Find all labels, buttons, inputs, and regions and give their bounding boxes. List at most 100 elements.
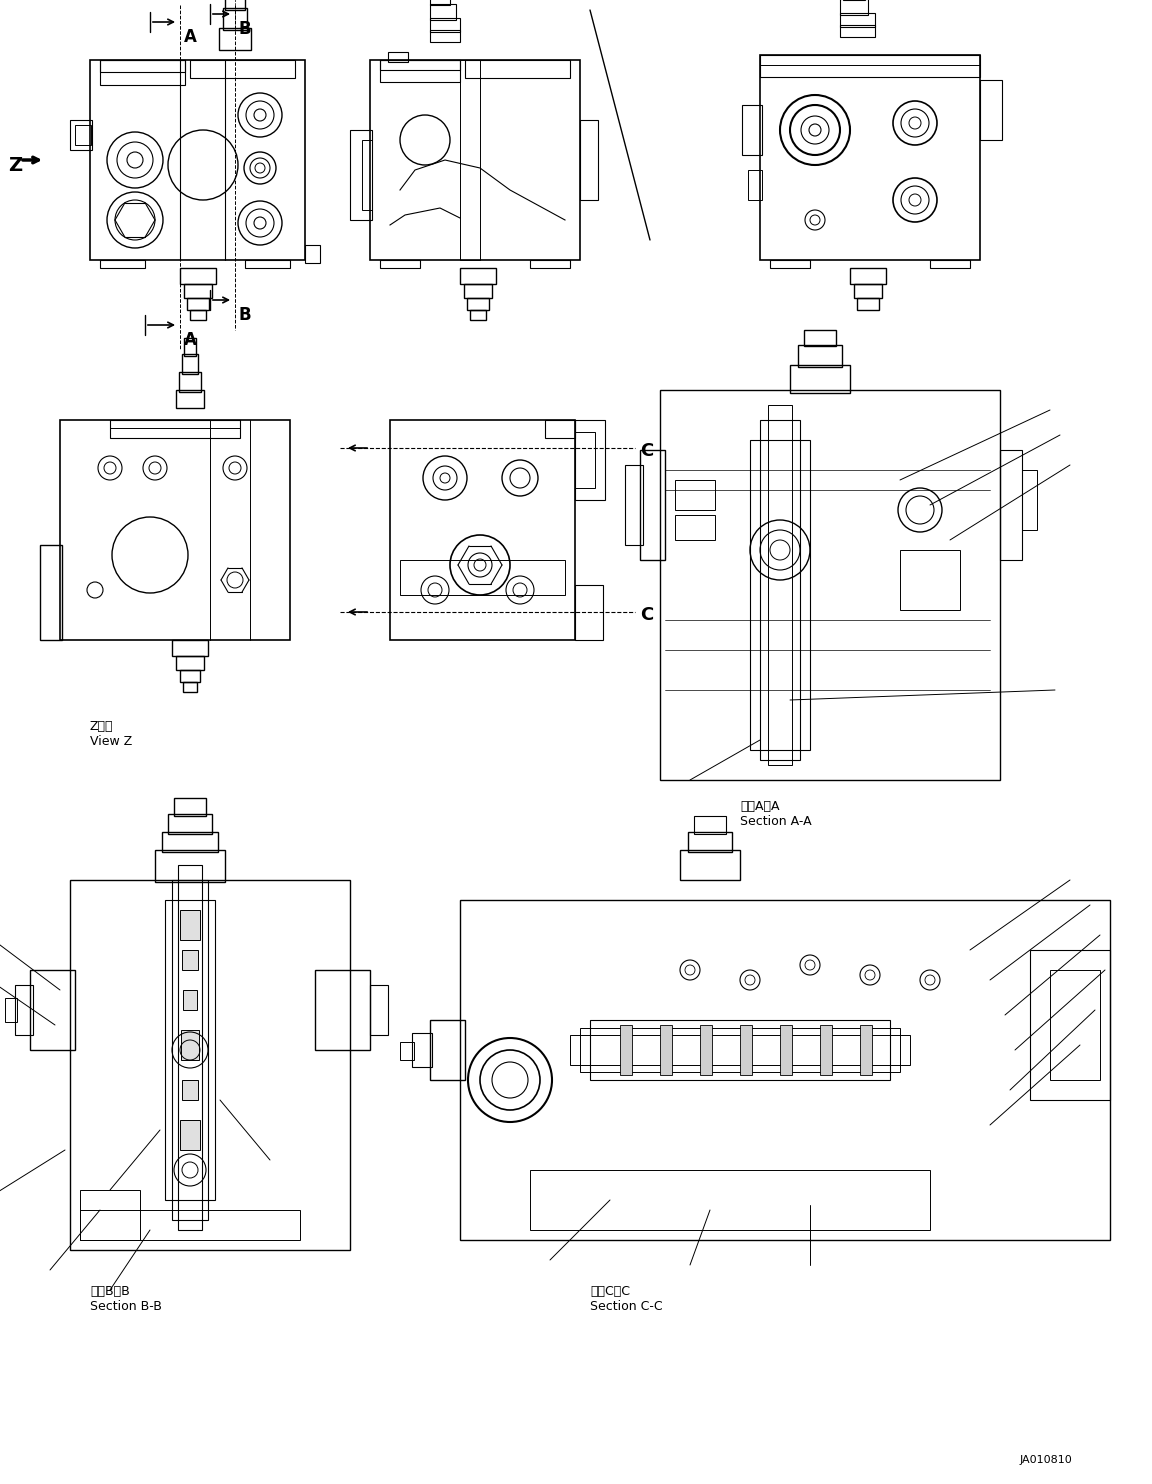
Bar xyxy=(790,365,850,393)
Bar xyxy=(400,559,564,595)
Bar xyxy=(245,260,290,269)
Bar xyxy=(464,283,492,298)
Bar xyxy=(172,880,209,1220)
Bar xyxy=(530,260,570,269)
Bar xyxy=(857,298,879,310)
Text: 断面C－C: 断面C－C xyxy=(590,1285,630,1298)
Bar xyxy=(575,432,594,488)
Bar xyxy=(183,990,197,1011)
Text: 断面A－A: 断面A－A xyxy=(740,800,780,813)
Bar xyxy=(60,420,290,640)
Bar xyxy=(182,1080,198,1100)
Bar xyxy=(675,479,715,510)
Bar xyxy=(1030,950,1111,1100)
Bar xyxy=(180,269,217,283)
Bar xyxy=(430,4,456,19)
Bar xyxy=(100,59,185,73)
Bar xyxy=(575,585,602,640)
Bar xyxy=(1049,971,1100,1080)
Bar xyxy=(156,850,225,881)
Bar xyxy=(760,55,980,77)
Text: A: A xyxy=(184,28,197,46)
Bar xyxy=(840,25,876,37)
Bar xyxy=(530,1169,930,1230)
Bar xyxy=(590,1020,890,1080)
Bar xyxy=(30,971,75,1051)
Bar xyxy=(620,1025,632,1074)
Bar xyxy=(579,1028,900,1071)
Bar xyxy=(740,1025,752,1074)
Bar xyxy=(350,131,372,220)
Bar xyxy=(820,1025,832,1074)
Bar xyxy=(850,269,886,283)
Bar xyxy=(575,420,605,500)
Bar xyxy=(694,816,726,834)
Bar xyxy=(391,420,575,640)
Bar xyxy=(430,30,460,42)
Bar xyxy=(1022,470,1037,530)
Bar xyxy=(5,999,17,1022)
Bar xyxy=(180,910,200,939)
Text: B: B xyxy=(238,19,251,39)
Bar xyxy=(700,1025,712,1074)
Text: Z: Z xyxy=(8,156,22,175)
Bar xyxy=(804,329,836,346)
Text: JA010810: JA010810 xyxy=(1020,1454,1073,1465)
Bar xyxy=(430,1020,465,1080)
Text: Z　視: Z 視 xyxy=(90,720,114,733)
Bar xyxy=(798,344,842,367)
Text: View Z: View Z xyxy=(90,735,132,748)
Bar xyxy=(980,80,1002,139)
Bar xyxy=(176,390,204,408)
Bar xyxy=(109,420,240,427)
Bar xyxy=(675,515,715,540)
Bar xyxy=(460,899,1111,1241)
Bar xyxy=(181,1030,199,1060)
Bar xyxy=(680,850,740,880)
Bar xyxy=(70,120,92,150)
Bar xyxy=(380,59,460,70)
Bar xyxy=(750,439,810,749)
Bar xyxy=(362,139,372,211)
Bar xyxy=(460,59,480,260)
Bar xyxy=(75,125,91,145)
Bar xyxy=(187,298,209,310)
Bar xyxy=(370,985,388,1034)
Bar xyxy=(184,283,212,298)
Text: B: B xyxy=(238,306,251,324)
Bar xyxy=(183,683,197,692)
Bar xyxy=(305,245,320,263)
Bar xyxy=(412,1033,432,1067)
Bar xyxy=(430,18,460,33)
Bar xyxy=(109,420,240,438)
Bar xyxy=(470,310,486,321)
Bar xyxy=(840,0,867,15)
Bar xyxy=(179,865,202,1230)
Bar xyxy=(770,260,810,269)
Bar xyxy=(182,355,198,374)
Bar xyxy=(465,59,570,79)
Bar xyxy=(380,260,420,269)
Bar xyxy=(840,13,876,27)
Bar xyxy=(176,656,204,669)
Bar xyxy=(223,7,247,30)
Bar xyxy=(760,420,799,760)
Bar xyxy=(400,1042,414,1060)
Bar xyxy=(1000,450,1022,559)
Bar xyxy=(626,464,643,545)
Bar xyxy=(168,815,212,834)
Bar xyxy=(190,310,206,321)
Bar xyxy=(430,0,450,4)
Bar xyxy=(79,1209,300,1241)
Bar xyxy=(100,260,145,269)
Text: Section B-B: Section B-B xyxy=(90,1300,162,1313)
Bar xyxy=(314,971,370,1051)
Bar xyxy=(641,450,665,559)
Bar xyxy=(180,1120,200,1150)
Bar xyxy=(174,798,206,816)
Bar xyxy=(179,372,200,392)
Bar xyxy=(100,59,185,85)
Bar xyxy=(660,1025,672,1074)
Bar xyxy=(545,420,575,438)
Text: Section A-A: Section A-A xyxy=(740,815,812,828)
